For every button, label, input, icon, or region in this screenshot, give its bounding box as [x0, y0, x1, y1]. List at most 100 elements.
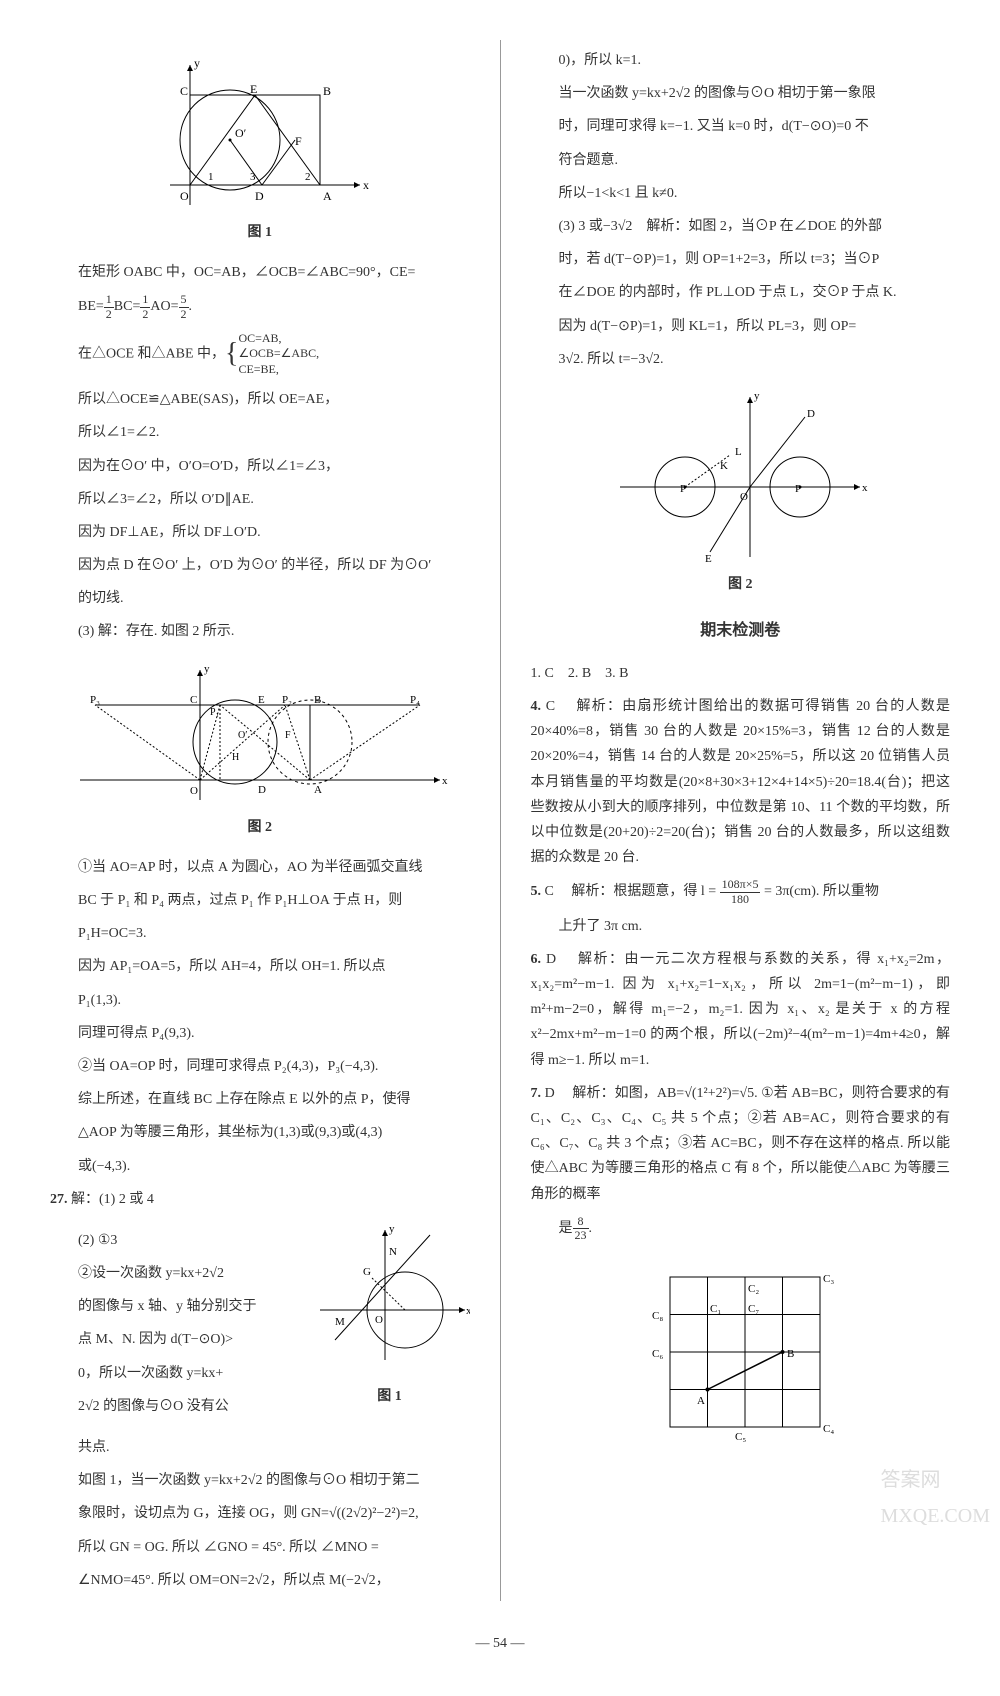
para: 点 M、N. 因为 d(T−⊙O)> — [50, 1327, 300, 1352]
svg-text:x: x — [363, 178, 369, 192]
svg-text:E: E — [250, 82, 257, 96]
para: 3√2. 所以 t=−3√2. — [531, 347, 951, 372]
para: 0，所以一次函数 y=kx+ — [50, 1361, 300, 1386]
svg-text:x: x — [442, 775, 448, 787]
svg-text:A: A — [323, 189, 332, 203]
fig-left-1-label: 图 1 — [50, 220, 470, 245]
svg-text:O: O — [375, 1314, 383, 1326]
para: BC 于 P₁ 和 P₄ 两点，过点 P₁ 作 P₁H⊥OA 于点 H，则 — [50, 888, 470, 913]
q27-fig1-label: 图 1 — [310, 1384, 470, 1409]
svg-text:P₃: P₃ — [90, 694, 100, 706]
svg-text:L: L — [735, 446, 742, 458]
svg-text:G: G — [363, 1266, 371, 1278]
svg-text:C₃: C₃ — [823, 1273, 834, 1285]
q6-num: 6. — [531, 952, 542, 967]
para: P₁(1,3). — [50, 988, 470, 1013]
para: 综上所述，在直线 BC 上存在除点 E 以外的点 P，使得 — [50, 1087, 470, 1112]
svg-text:P: P — [680, 483, 686, 495]
para: 在∠DOE 的内部时，作 PL⊥OD 于点 L，交⊙P 于点 K. — [531, 280, 951, 305]
para: 所以−1<k<1 且 k≠0. — [531, 181, 951, 206]
svg-text:D: D — [255, 189, 264, 203]
para: P₁H=OC=3. — [50, 921, 470, 946]
q27-num: 27. — [50, 1192, 68, 1207]
svg-text:E: E — [705, 553, 712, 565]
svg-text:y: y — [754, 390, 760, 402]
svg-text:C₄: C₄ — [823, 1423, 834, 1435]
svg-text:B: B — [323, 84, 331, 98]
left-column: O x y C B A E D O′ F 1 3 2 图 1 在矩形 OABC … — [50, 40, 470, 1601]
svg-text:E: E — [258, 694, 265, 706]
svg-text:2: 2 — [305, 171, 311, 183]
svg-text:C₆: C₆ — [652, 1348, 663, 1360]
svg-text:C₈: C₈ — [652, 1310, 663, 1322]
svg-text:O: O — [190, 785, 198, 797]
para: 如图 1，当一次函数 y=kx+2√2 的图像与⊙O 相切于第二 — [50, 1468, 470, 1493]
svg-text:H: H — [232, 752, 239, 763]
para: ∠NMO=45°. 所以 OM=ON=2√2，所以点 M(−2√2， — [50, 1568, 470, 1593]
svg-text:C₁: C₁ — [710, 1303, 721, 1315]
svg-text:F: F — [285, 730, 291, 741]
svg-text:N: N — [389, 1246, 397, 1258]
svg-text:P₂: P₂ — [282, 694, 292, 706]
fig-left-1-svg: O x y C B A E D O′ F 1 3 2 — [150, 55, 370, 215]
q27-part2-wrap: (2) ①3 ②设一次函数 y=kx+2√2 的图像与 x 轴、y 轴分别交于 … — [50, 1220, 470, 1427]
q4: 4. C 解析：由扇形统计图给出的数据可得销售 20 台的人数是 20×40%=… — [531, 694, 951, 870]
svg-text:y: y — [389, 1223, 395, 1235]
para: 象限时，设切点为 G，连接 OG，则 GN=√((2√2)²−2²)=2, — [50, 1501, 470, 1526]
section-title-final: 期末检测卷 — [531, 617, 951, 646]
svg-text:C: C — [190, 694, 197, 706]
q6: 6. D 解析：由一元二次方程根与系数的关系，得 x₁+x₂=2m，x₁x₂=m… — [531, 947, 951, 1073]
page-columns: O x y C B A E D O′ F 1 3 2 图 1 在矩形 OABC … — [50, 40, 950, 1601]
svg-text:x: x — [862, 482, 868, 494]
svg-text:C₅: C₅ — [735, 1431, 746, 1443]
fig-q7-svg: A B C₁ C₂ C₃ C₄ C₅ C₆ C₇ C₈ — [640, 1257, 840, 1447]
para: 在矩形 OABC 中，OC=AB，∠OCB=∠ABC=90°，CE= — [50, 260, 470, 285]
svg-text:1: 1 — [208, 171, 214, 183]
para: 所以 GN = OG. 所以 ∠GNO = 45°. 所以 ∠MNO = — [50, 1535, 470, 1560]
svg-text:O′: O′ — [235, 126, 247, 140]
q5b: 上升了 3π cm. — [531, 914, 951, 939]
para: 时，若 d(T−⊙P)=1，则 OP=1+2=3，所以 t=3；当⊙P — [531, 247, 951, 272]
figure-left-1: O x y C B A E D O′ F 1 3 2 图 1 — [50, 55, 470, 245]
para: 当一次函数 y=kx+2√2 的图像与⊙O 相切于第一象限 — [531, 81, 951, 106]
q7b: 是823. — [531, 1215, 951, 1242]
svg-text:F: F — [295, 134, 302, 148]
svg-text:y: y — [204, 663, 210, 675]
svg-text:C₂: C₂ — [748, 1283, 759, 1295]
svg-text:D: D — [258, 784, 266, 796]
para: 2√2 的图像与⊙O 没有公 — [50, 1394, 300, 1419]
para: ②设一次函数 y=kx+2√2 — [50, 1261, 300, 1286]
para: 所以∠1=∠2. — [50, 420, 470, 445]
para: 的图像与 x 轴、y 轴分别交于 — [50, 1294, 300, 1319]
para: 因为点 D 在⊙O′ 上，O′D 为⊙O′ 的半径，所以 DF 为⊙O′ — [50, 553, 470, 578]
q7-num: 7. — [531, 1086, 542, 1101]
para: 符合题意. — [531, 148, 951, 173]
para: 因为在⊙O′ 中，O′O=O′D，所以∠1=∠3， — [50, 454, 470, 479]
figure-q7: A B C₁ C₂ C₃ C₄ C₅ C₆ C₇ C₈ — [531, 1257, 951, 1447]
para: 在△OCE 和△ABE 中，{OC=AB,∠OCB=∠ABC,CE=BE, — [50, 329, 470, 379]
para: 的切线. — [50, 586, 470, 611]
fig-right-2-label: 图 2 — [531, 572, 951, 597]
figure-left-2: O x y C B A E D P₃ P₁ P₂ P₄ O′ H F 图 2 — [50, 660, 470, 840]
svg-text:C: C — [180, 84, 188, 98]
para: 共点. — [50, 1435, 470, 1460]
para: (3) 3 或−3√2 解析：如图 2，当⊙P 在∠DOE 的外部 — [531, 214, 951, 239]
para: ①当 AO=AP 时，以点 A 为圆心，AO 为半径画弧交直线 — [50, 855, 470, 880]
para: 或(−4,3). — [50, 1154, 470, 1179]
q5: 5. C 解析：根据题意，得 l = 108π×5180 = 3π(cm). 所… — [531, 878, 951, 905]
svg-text:x: x — [466, 1305, 470, 1317]
para: BE=12BC=12AO=52. — [50, 293, 470, 320]
q1-3: 1. C 2. B 3. B — [531, 661, 951, 686]
svg-text:y: y — [194, 56, 200, 70]
svg-text:A: A — [697, 1395, 705, 1407]
q27-fig1: O x y N G M 图 1 — [310, 1220, 470, 1427]
para: △AOP 为等腰三角形，其坐标为(1,3)或(9,3)或(4,3) — [50, 1120, 470, 1145]
para: 同理可得点 P₄(9,3). — [50, 1021, 470, 1046]
para: 0)，所以 k=1. — [531, 48, 951, 73]
q27-text: (2) ①3 ②设一次函数 y=kx+2√2 的图像与 x 轴、y 轴分别交于 … — [50, 1220, 300, 1427]
svg-text:A: A — [314, 784, 322, 796]
fig-right-2-svg: O x y D E P P L K — [610, 387, 870, 567]
right-column: 0)，所以 k=1. 当一次函数 y=kx+2√2 的图像与⊙O 相切于第一象限… — [531, 40, 951, 1601]
svg-text:P: P — [795, 483, 801, 495]
svg-text:C₇: C₇ — [748, 1303, 759, 1315]
